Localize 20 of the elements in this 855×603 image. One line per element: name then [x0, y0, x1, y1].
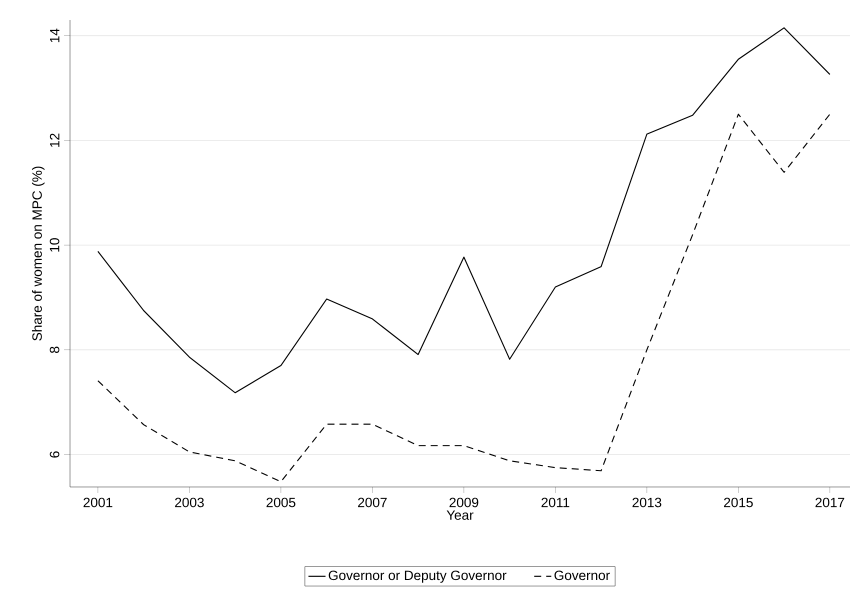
x-tick-label: 2009	[450, 498, 478, 508]
line-series	[97, 27, 830, 394]
y-axis-title: Share of women on MPC (%)	[32, 166, 45, 341]
legend-label: Governor or Deputy Governor	[328, 570, 506, 583]
y-tick-label: 12	[50, 134, 60, 147]
x-tick-label: 2005	[266, 498, 296, 508]
y-tick-label: 14	[50, 28, 60, 42]
x-tick-label: 2003	[175, 498, 204, 508]
line-series	[97, 114, 830, 482]
x-tick-label: 2001	[84, 498, 112, 508]
x-tick-label: 2011	[542, 498, 570, 508]
y-tick-label: 8	[50, 346, 60, 353]
legend-label: Governor	[554, 570, 610, 580]
x-tick-label: 2013	[632, 498, 662, 508]
x-tick-label: 2015	[724, 498, 753, 508]
x-axis-title: Year	[446, 510, 474, 520]
y-tick-label: 6	[50, 451, 60, 458]
x-tick-label: 2007	[358, 498, 387, 508]
y-tick-label: 10	[50, 238, 60, 252]
x-tick-label: 2017	[816, 498, 844, 508]
